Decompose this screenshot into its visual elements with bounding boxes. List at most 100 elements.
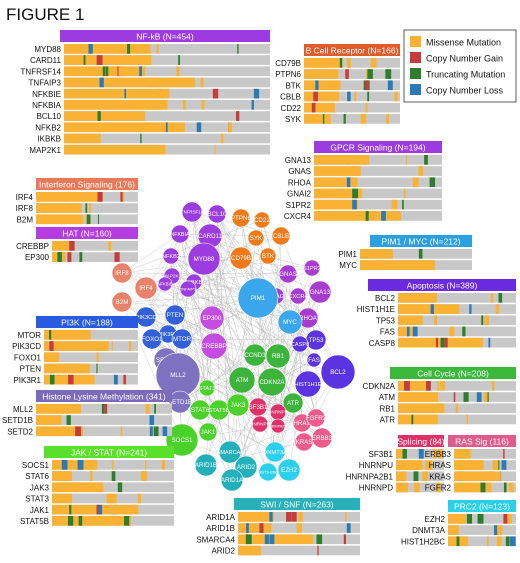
node-label: KRAS	[296, 439, 313, 446]
network-edge	[209, 235, 247, 468]
node-label: B2M	[116, 299, 129, 306]
gene-label: HNRNPA2B1	[346, 472, 394, 481]
gene-label: HIST1H1E	[357, 305, 395, 314]
track-segment	[85, 214, 87, 225]
track-segment	[52, 460, 98, 470]
gene-label: HNRNPD	[359, 484, 393, 493]
node-label: STAT5B	[208, 408, 229, 414]
track-segment	[157, 88, 164, 99]
node-circle	[194, 453, 218, 477]
gene-label: PIK3R1	[13, 376, 41, 385]
gene-track	[314, 177, 442, 188]
track-segment	[101, 404, 105, 414]
track-segment	[398, 381, 428, 391]
track-segment	[476, 392, 482, 402]
node-label: TP53	[309, 337, 324, 344]
track-segment	[63, 192, 66, 202]
node-label: STAT3	[199, 386, 216, 392]
track-segment	[77, 460, 84, 470]
panel-title-jakstat: JAK / STAT (N=241)	[71, 448, 147, 458]
network-node: PIK3CD	[135, 306, 157, 328]
node-circle	[181, 201, 203, 223]
track-segment	[425, 460, 428, 470]
node-label: S1PR2	[303, 266, 321, 272]
track-segment	[238, 512, 274, 522]
gene-label: GNAS	[288, 167, 311, 176]
track-segment	[49, 330, 52, 340]
track-segment	[64, 88, 169, 99]
track-segment	[102, 66, 106, 77]
gene-track	[314, 199, 442, 210]
track-segment	[498, 293, 503, 303]
node-circle	[282, 392, 304, 414]
track-segment	[245, 534, 252, 545]
node-circle	[253, 211, 271, 229]
track-segment	[457, 514, 463, 524]
panel-header-pi3k	[36, 316, 138, 328]
track-segment	[114, 252, 120, 262]
panel-header-gpcr	[314, 141, 442, 153]
track-segment	[149, 415, 155, 425]
node-circle	[247, 229, 265, 247]
gene-label: CREBBP	[16, 242, 49, 251]
gene-label: ARID1A	[206, 513, 236, 522]
track-segment	[419, 403, 422, 414]
node-label: ATR	[287, 400, 299, 407]
track-segment	[264, 534, 269, 545]
gene-label: CBLB	[280, 93, 301, 102]
network-node: RHOA	[297, 307, 319, 329]
track-segment	[463, 392, 469, 402]
track-segment	[220, 133, 224, 144]
track-segment	[477, 337, 483, 348]
track-segment	[105, 66, 109, 77]
track-segment	[120, 192, 124, 202]
node-circle	[257, 367, 287, 397]
node-label: IKBKB	[186, 280, 203, 286]
track-segment	[360, 249, 392, 259]
track-segment	[503, 482, 506, 493]
panel-gpcr: GPCR Signaling (N=194) GNA13 GNAS RHOA GNAI2…	[284, 141, 442, 221]
gene-track	[398, 326, 516, 337]
node-label: NFKBIE	[158, 281, 173, 286]
panel-header-hat	[36, 227, 138, 239]
track-segment	[386, 114, 390, 124]
track-segment	[314, 188, 363, 199]
track-segment	[69, 241, 75, 251]
track-segment	[114, 504, 118, 515]
track-segment	[484, 315, 488, 326]
node-label: IRF8	[115, 270, 129, 277]
track-segment	[477, 514, 484, 524]
node-label: GNAS	[279, 271, 297, 278]
gene-track	[64, 44, 270, 54]
track-segment	[118, 66, 125, 77]
node-label: TNFRSF14	[181, 210, 204, 215]
node-circle	[291, 335, 309, 353]
track-segment	[307, 534, 309, 545]
node-circle	[306, 352, 322, 368]
gene-label: MAP2K1	[29, 146, 61, 155]
track-segment	[132, 504, 139, 515]
track-segment	[503, 514, 508, 524]
track-segment	[314, 155, 370, 165]
panel-title-gpcr: GPCR Signaling (N=194)	[330, 143, 425, 153]
track-segment	[228, 122, 233, 133]
node-label: HIST1H1E	[294, 382, 322, 388]
gene-track	[64, 111, 270, 121]
track-segment	[429, 177, 436, 188]
node-circle	[164, 304, 186, 326]
node-circle	[229, 246, 253, 270]
gene-label: FAS	[380, 328, 395, 337]
gene-track	[454, 449, 516, 459]
track-segment	[496, 471, 501, 482]
track-segment	[436, 381, 440, 391]
node-circle	[311, 427, 333, 449]
network-edge	[121, 233, 181, 274]
node-circle	[289, 287, 307, 305]
track-segment	[64, 100, 168, 110]
gene-track	[52, 482, 174, 493]
track-segment	[343, 534, 346, 545]
track-segment	[398, 337, 479, 348]
network-node: FOXO1	[142, 328, 163, 350]
track-segment	[153, 426, 159, 437]
network-edge	[179, 233, 233, 481]
